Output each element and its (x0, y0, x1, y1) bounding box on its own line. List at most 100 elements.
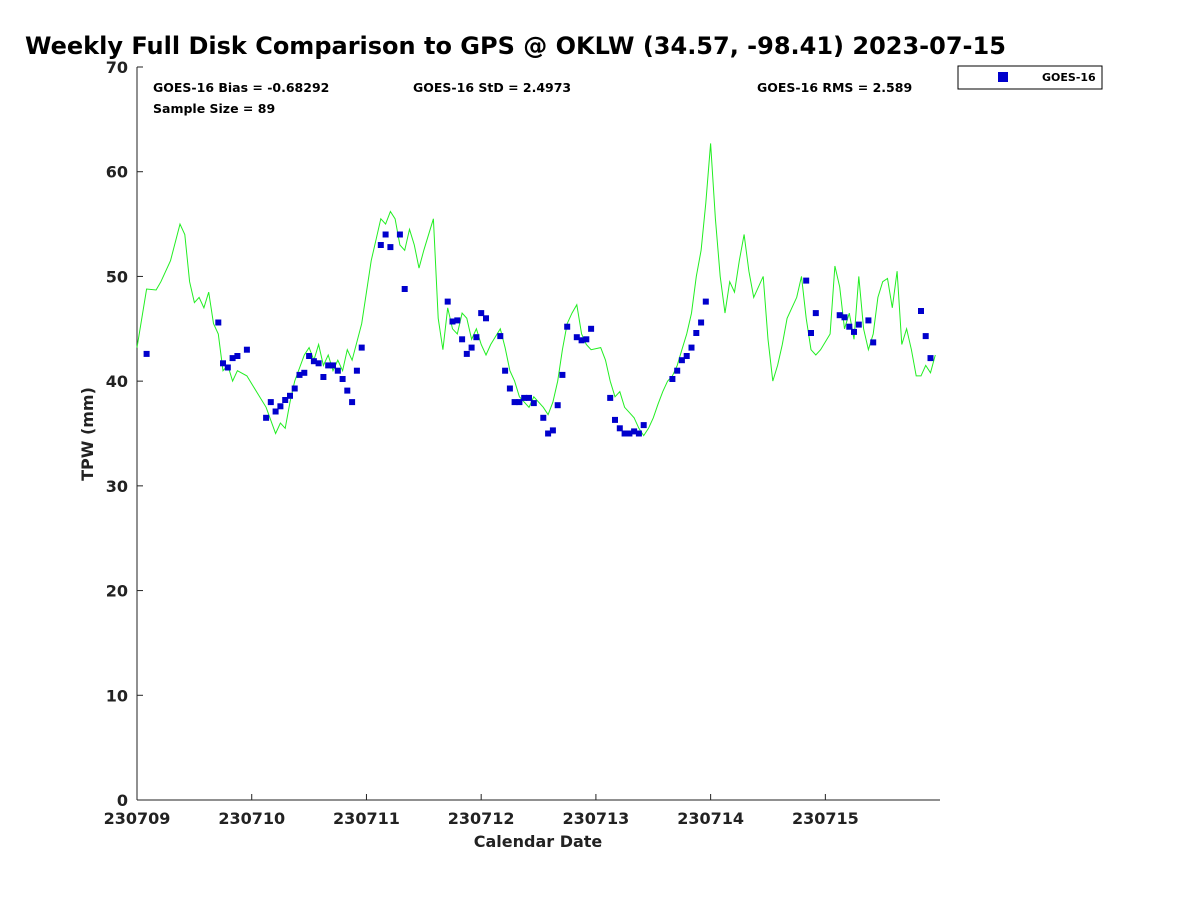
goes16-data-point (808, 330, 814, 336)
goes16-points (143, 231, 934, 437)
goes16-data-point (621, 430, 628, 437)
goes16-data-point (497, 333, 504, 340)
goes16-data-point (382, 231, 389, 238)
y-axis-ticks: 0 10 20 30 40 50 60 70 (106, 58, 143, 810)
goes16-data-point (234, 353, 241, 359)
x-axis-label: Calendar Date (474, 832, 603, 851)
goes16-data-point (851, 328, 857, 335)
goes16-data-point (554, 402, 561, 409)
goes16-data-point (310, 358, 317, 365)
goes16-data-point (502, 367, 509, 374)
goes16-data-point (626, 430, 633, 437)
y-tick-label: 50 (106, 267, 128, 286)
goes16-data-point (325, 362, 332, 369)
goes16-data-point (922, 333, 929, 340)
goes16-data-point (846, 323, 853, 330)
goes16-data-point (702, 298, 709, 305)
goes16-data-point (870, 339, 877, 346)
goes16-data-point (330, 362, 336, 369)
goes16-data-point (306, 353, 313, 359)
goes16-data-point (855, 321, 862, 328)
goes16-data-point (473, 334, 480, 341)
legend-box (957, 65, 1103, 90)
x-tick-label: 230711 (333, 809, 400, 828)
goes16-data-point (215, 319, 222, 326)
goes16-data-point (272, 408, 279, 415)
goes16-data-point (521, 394, 528, 401)
goes16-data-point (640, 422, 647, 429)
goes16-data-point (468, 344, 475, 351)
goes16-data-point (688, 344, 695, 351)
goes16-data-point (478, 310, 485, 317)
y-axis-label: TPW (mm) (78, 387, 97, 481)
plot-area: 0 10 20 30 40 50 60 70 230709 230710 230711 230712… (104, 58, 940, 828)
goes16-data-point (243, 346, 250, 353)
goes16-data-point (267, 399, 274, 406)
y-tick-label: 0 (117, 791, 128, 810)
y-tick-label: 30 (106, 477, 128, 496)
std-stat: GOES-16 StD = 2.4973 (413, 80, 571, 95)
goes16-data-point (516, 399, 523, 406)
goes16-data-point (540, 414, 547, 421)
goes16-data-point (454, 317, 461, 324)
goes16-data-point (349, 399, 356, 406)
goes16-data-point (803, 277, 810, 284)
goes16-data-point (277, 403, 284, 410)
x-tick-label: 230710 (218, 809, 285, 828)
x-tick-label: 230715 (792, 809, 859, 828)
goes16-data-point (339, 376, 346, 382)
goes16-data-point (506, 385, 513, 392)
y-tick-label: 70 (106, 58, 128, 77)
goes16-data-point (449, 318, 456, 325)
goes16-data-point (578, 337, 585, 344)
goes16-data-point (564, 323, 571, 330)
goes16-data-point (836, 312, 843, 319)
goes16-data-point (559, 371, 566, 378)
goes16-data-point (220, 360, 226, 367)
goes16-data-point (358, 344, 365, 351)
goes16-data-point (812, 310, 819, 317)
goes16-data-point (683, 353, 690, 359)
goes16-data-point (607, 394, 614, 401)
goes16-data-point (377, 242, 384, 248)
chart-title: Weekly Full Disk Comparison to GPS @ OKL… (25, 32, 1006, 60)
goes16-data-point (511, 399, 518, 406)
goes16-data-point (444, 298, 451, 305)
goes16-data-point (616, 425, 623, 432)
goes16-data-point (315, 360, 322, 367)
goes16-data-point (545, 430, 552, 437)
goes16-data-point (301, 369, 308, 376)
goes16-data-point (224, 364, 231, 371)
goes16-data-point (927, 355, 934, 362)
goes16-data-point (296, 371, 303, 378)
goes16-data-point (631, 428, 638, 435)
x-tick-label: 230714 (677, 809, 744, 828)
goes16-data-point (320, 374, 327, 380)
goes16-data-point (387, 244, 394, 251)
goes16-data-point (459, 336, 466, 343)
legend-label: GOES-16 (1042, 71, 1096, 84)
goes16-data-point (549, 427, 556, 434)
goes16-data-point (588, 325, 595, 332)
goes16-data-point (143, 350, 150, 357)
goes16-data-point (530, 400, 537, 407)
x-tick-label: 230713 (563, 809, 630, 828)
goes16-data-point (282, 397, 289, 403)
goes16-data-point (693, 330, 700, 336)
y-tick-label: 10 (106, 686, 128, 705)
goes16-data-point (674, 367, 681, 374)
goes16-data-point (483, 315, 489, 322)
goes16-data-point (635, 430, 642, 437)
legend: GOES-16 (957, 65, 1103, 90)
goes16-data-point (229, 355, 236, 362)
x-axis-ticks: 230709 230710 230711 230712 230713 230714 2307… (104, 794, 859, 828)
goes16-data-point (918, 308, 924, 314)
goes16-data-point (583, 336, 590, 343)
goes16-data-point (396, 231, 403, 238)
goes16-data-point (287, 392, 293, 399)
goes16-data-point (573, 334, 580, 341)
x-tick-label: 230712 (448, 809, 515, 828)
goes16-data-point (263, 414, 270, 421)
y-tick-label: 60 (106, 163, 128, 182)
